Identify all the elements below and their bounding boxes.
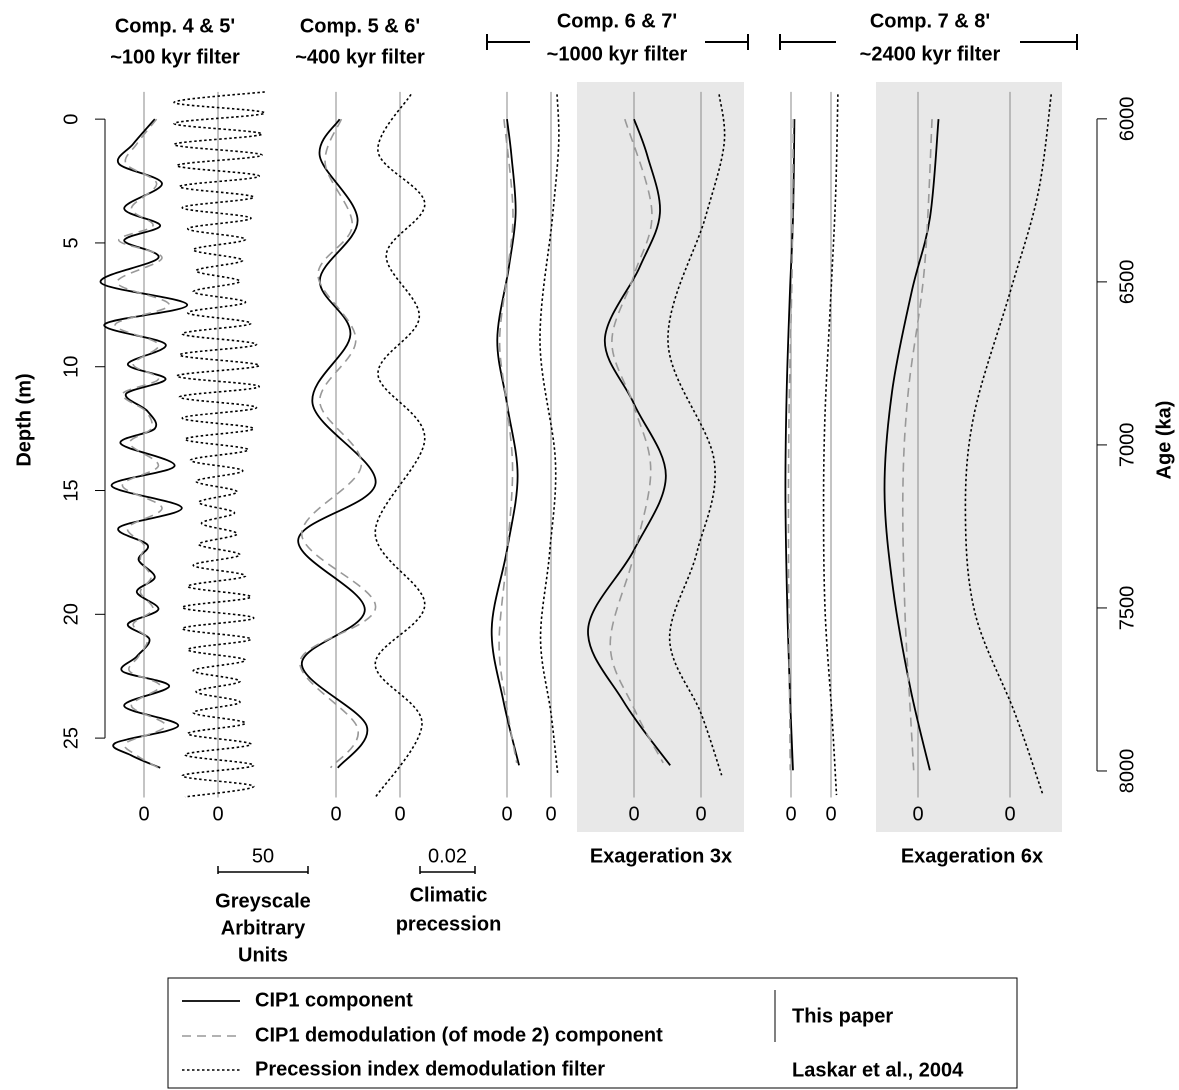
- series-line: [299, 118, 377, 769]
- y-tick-label: 25: [60, 727, 82, 749]
- y-tick-label: 5: [60, 237, 82, 248]
- series-line: [99, 118, 189, 769]
- series-line: [374, 93, 426, 798]
- y2-axis-title: Age (ka): [1153, 401, 1175, 480]
- x-tick-label: 0: [501, 803, 512, 825]
- series-line: [587, 118, 671, 766]
- panel-title: Comp. 4 & 5': [115, 15, 235, 37]
- y2-tick-label: 6500: [1116, 260, 1138, 305]
- series-line: [539, 94, 560, 776]
- panel-title: Comp. 6 & 7': [557, 10, 677, 32]
- exaggeration-box: [577, 82, 744, 832]
- series-line: [498, 119, 518, 764]
- scale-bar-label: 50: [252, 845, 274, 867]
- legend-source: This paper: [792, 1005, 893, 1027]
- scale-bar-caption: Units: [238, 944, 288, 966]
- y-tick-label: 0: [60, 114, 82, 125]
- panel-title: Comp. 7 & 8': [870, 10, 990, 32]
- series-line: [822, 94, 839, 796]
- panel-title: ~100 kyr filter: [110, 46, 240, 68]
- legend-box: [167, 977, 1018, 1089]
- series-line: [787, 119, 795, 771]
- panel-title: ~400 kyr filter: [295, 46, 425, 68]
- y-axis-title: Depth (m): [13, 373, 35, 466]
- x-tick-label: 0: [545, 803, 556, 825]
- legend-source: Laskar et al., 2004: [792, 1059, 964, 1081]
- scale-bar-caption: precession: [396, 913, 502, 935]
- x-tick-label: 0: [785, 803, 796, 825]
- exaggeration-label: Exageration 3x: [590, 845, 732, 867]
- y-tick-label: 20: [60, 603, 82, 625]
- x-tick-label: 0: [825, 803, 836, 825]
- x-tick-label: 0: [138, 803, 149, 825]
- y2-tick-label: 7000: [1116, 423, 1138, 468]
- x-tick-label: 0: [1004, 803, 1015, 825]
- x-tick-label: 0: [695, 803, 706, 825]
- series-line: [297, 118, 377, 769]
- y2-tick-label: 8000: [1116, 749, 1138, 794]
- panel-title: ~2400 kyr filter: [860, 43, 1001, 65]
- y2-tick-label: 7500: [1116, 586, 1138, 631]
- y2-tick-label: 6000: [1116, 97, 1138, 142]
- exaggeration-label: Exageration 6x: [901, 845, 1043, 867]
- y-tick-label: 10: [60, 356, 82, 378]
- scale-bar-caption: Arbitrary: [221, 917, 306, 939]
- x-tick-label: 0: [212, 803, 223, 825]
- scale-bar-caption: Greyscale: [215, 890, 311, 912]
- x-tick-label: 0: [330, 803, 341, 825]
- series-line: [490, 119, 520, 766]
- panel-title: ~1000 kyr filter: [547, 43, 688, 65]
- legend-label: CIP1 component: [255, 989, 413, 1011]
- series-line: [901, 119, 933, 771]
- series-line: [173, 91, 266, 798]
- x-tick-label: 0: [394, 803, 405, 825]
- series-line: [667, 94, 726, 776]
- x-tick-label: 0: [628, 803, 639, 825]
- series-line: [609, 118, 664, 764]
- legend-label: Precession index demodulation filter: [255, 1058, 605, 1080]
- legend-label: CIP1 demodulation (of mode 2) component: [255, 1024, 663, 1046]
- panel-title: Comp. 5 & 6': [300, 15, 420, 37]
- scale-bar-caption: Climatic: [410, 884, 488, 906]
- series-line: [114, 118, 171, 769]
- y-tick-label: 15: [60, 479, 82, 501]
- title-brackets: [486, 34, 1078, 50]
- exaggeration-box: [876, 82, 1062, 832]
- x-tick-label: 0: [912, 803, 923, 825]
- scale-bar-label: 0.02: [428, 845, 467, 867]
